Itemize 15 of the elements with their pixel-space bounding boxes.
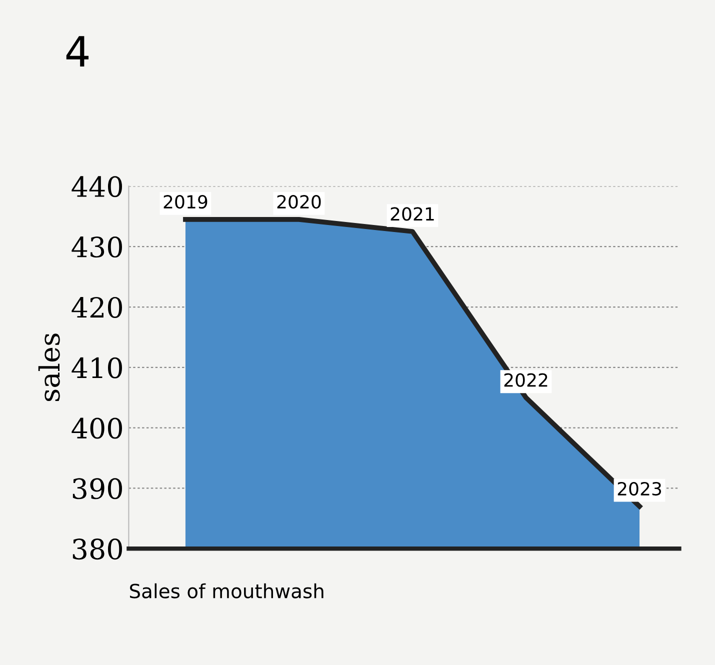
x-tick-label: 2023 [618, 482, 662, 496]
chart-title: 4 [66, 36, 89, 66]
x-tick-label: 2021 [390, 207, 434, 221]
y-tick-label: 430 [72, 236, 122, 258]
y-axis-title: sales [38, 334, 60, 402]
x-axis-title: Sales of mouthwash [130, 583, 324, 598]
x-tick-label: 2022 [504, 373, 548, 387]
y-tick-label: 410 [72, 357, 122, 378]
x-tick-label: 2020 [277, 195, 321, 209]
y-tick-label: 440 [72, 176, 122, 198]
y-tick-label: 380 [72, 538, 122, 560]
y-tick-label: 420 [72, 296, 122, 318]
y-tick-label: 400 [72, 418, 122, 439]
y-tick-label: 390 [72, 478, 122, 500]
x-tick-label: 2019 [164, 195, 208, 209]
